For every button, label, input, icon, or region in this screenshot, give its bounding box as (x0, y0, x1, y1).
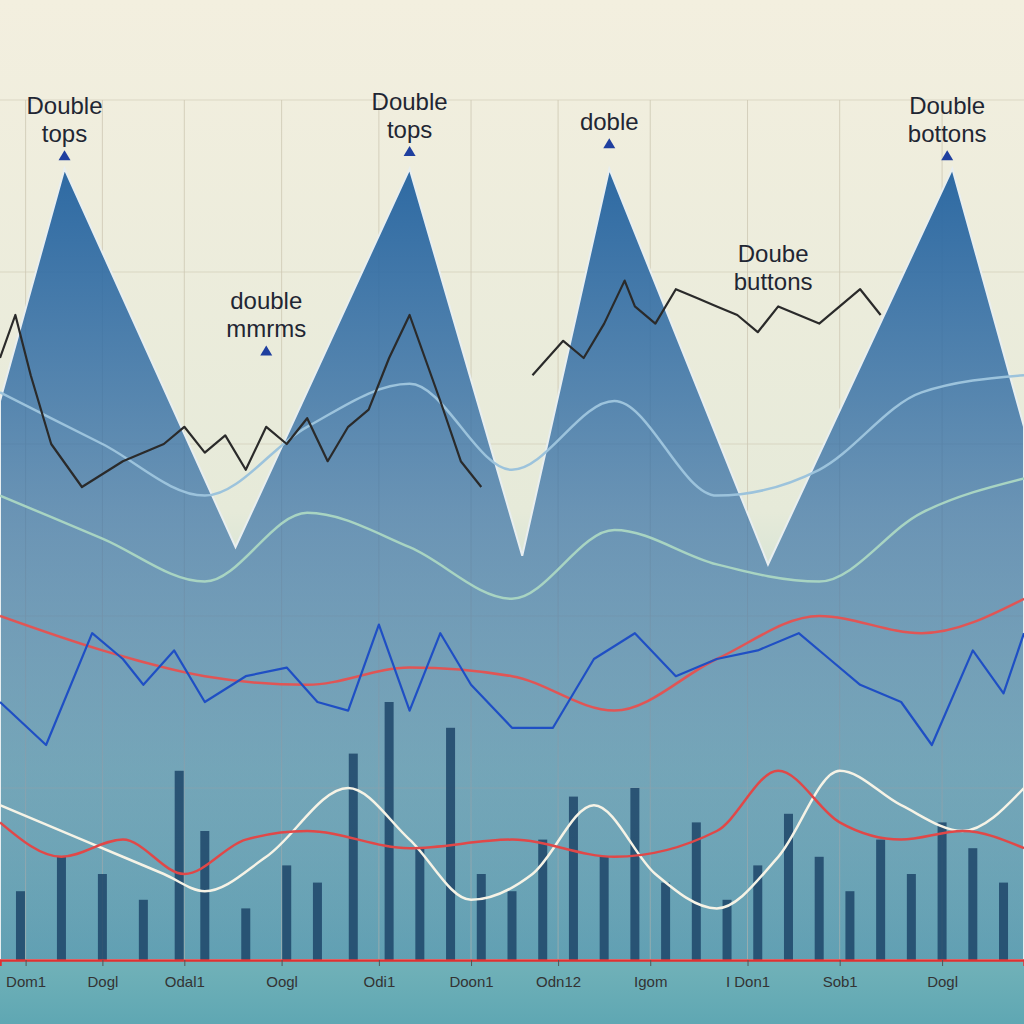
line (0, 478, 1024, 598)
tick-label: Dom1 (6, 973, 46, 990)
bar (241, 908, 250, 960)
tick-mark (942, 960, 943, 966)
bar (508, 891, 517, 960)
bar (723, 900, 732, 960)
plot-marks (0, 169, 1024, 960)
area (0, 169, 1024, 960)
line (0, 315, 481, 487)
line (0, 599, 1024, 711)
background (0, 0, 1024, 1024)
grid-line-y (0, 272, 1024, 273)
tick: Odi1 (364, 960, 396, 990)
tick-mark (102, 960, 103, 966)
bar (968, 848, 977, 960)
annotation-line: doble (580, 108, 639, 135)
annotation-marker (260, 345, 272, 355)
x-axis-line (1, 961, 1024, 967)
line (0, 771, 1024, 874)
annotation: Doubletops (26, 92, 102, 147)
annotation-marker (59, 150, 71, 160)
bar (692, 822, 701, 960)
tick-label: Sob1 (823, 973, 858, 990)
tick-mark (650, 960, 651, 966)
annotation-line: mmrms (226, 315, 306, 342)
grid (0, 100, 1024, 960)
x-axis: Dom1 Dogl Odal1 Oogl Odi1 Doon1 Odn12 Igom I Don… (1, 960, 1024, 990)
tick: Doon1 (449, 960, 493, 990)
tick-mark (379, 960, 380, 966)
tick-mark (748, 960, 749, 966)
tick: Dogl (927, 960, 958, 990)
annotation-line: Double (372, 88, 448, 115)
bar (876, 840, 885, 960)
bar (313, 883, 322, 960)
bar (415, 848, 424, 960)
annotation-line: bottons (908, 120, 987, 147)
bar (385, 702, 394, 960)
tick-mark (558, 960, 559, 966)
bar (98, 874, 107, 960)
bar (477, 874, 486, 960)
bar (282, 865, 291, 960)
bar (815, 857, 824, 960)
annotation: doublemmrms (226, 287, 306, 342)
chart: Dom1 Dogl Odal1 Oogl Odi1 Doon1 Odn12 Igom I Don… (0, 0, 1024, 1024)
annotation-marker (404, 146, 416, 156)
tick: Igom (634, 960, 667, 990)
tick-mark (840, 960, 841, 966)
tick-label: Igom (634, 973, 667, 990)
tick: Odn12 (536, 960, 581, 990)
bar (349, 754, 358, 960)
tick-mark (471, 960, 472, 966)
tick-label: Odi1 (364, 973, 396, 990)
line (0, 625, 1024, 745)
line (0, 771, 1024, 909)
bar (845, 891, 854, 960)
bar (661, 883, 670, 960)
line (532, 281, 880, 376)
annotation-line: tops (42, 120, 87, 147)
bar (630, 788, 639, 960)
tick-mark (282, 960, 283, 966)
tick: Dom1 (6, 960, 46, 990)
bar (139, 900, 148, 960)
annotation: Doublebottons (908, 92, 987, 147)
tick: Odal1 (165, 960, 205, 990)
tick-label: Dogl (87, 973, 118, 990)
annotation-marker (941, 150, 953, 160)
tick-mark (184, 960, 185, 966)
line (0, 375, 1024, 495)
grid-line-y (0, 100, 1024, 101)
annotation-line: buttons (734, 268, 813, 295)
bar (57, 857, 66, 960)
tick-label: Odal1 (165, 973, 205, 990)
bar (200, 831, 209, 960)
tick: Dogl (87, 960, 118, 990)
annotation: doble (580, 108, 639, 135)
annotation: Doubletops (372, 88, 448, 143)
annotation: Doubebuttons (734, 240, 813, 295)
tick: Sob1 (823, 960, 858, 990)
bar (16, 891, 25, 960)
tick-label: I Don1 (726, 973, 770, 990)
annotation-line: Double (26, 92, 102, 119)
tick: Oogl (266, 960, 298, 990)
annotation-line: double (230, 287, 302, 314)
annotation-marker (603, 138, 615, 148)
tick-label: Oogl (266, 973, 298, 990)
tick-label: Dogl (927, 973, 958, 990)
annotation-line: tops (387, 116, 432, 143)
annotations: DoubletopsDoubletopsdobleDoublebottonsdo… (26, 88, 986, 356)
annotation-line: Doube (738, 240, 809, 267)
tick-mark (26, 960, 27, 966)
bar (938, 822, 947, 960)
bar (999, 883, 1008, 960)
annotation-line: Double (909, 92, 985, 119)
tick-label: Odn12 (536, 973, 581, 990)
tick: I Don1 (726, 960, 770, 990)
bar (907, 874, 916, 960)
bar (600, 857, 609, 960)
tick-label: Doon1 (449, 973, 493, 990)
bar (175, 771, 184, 960)
